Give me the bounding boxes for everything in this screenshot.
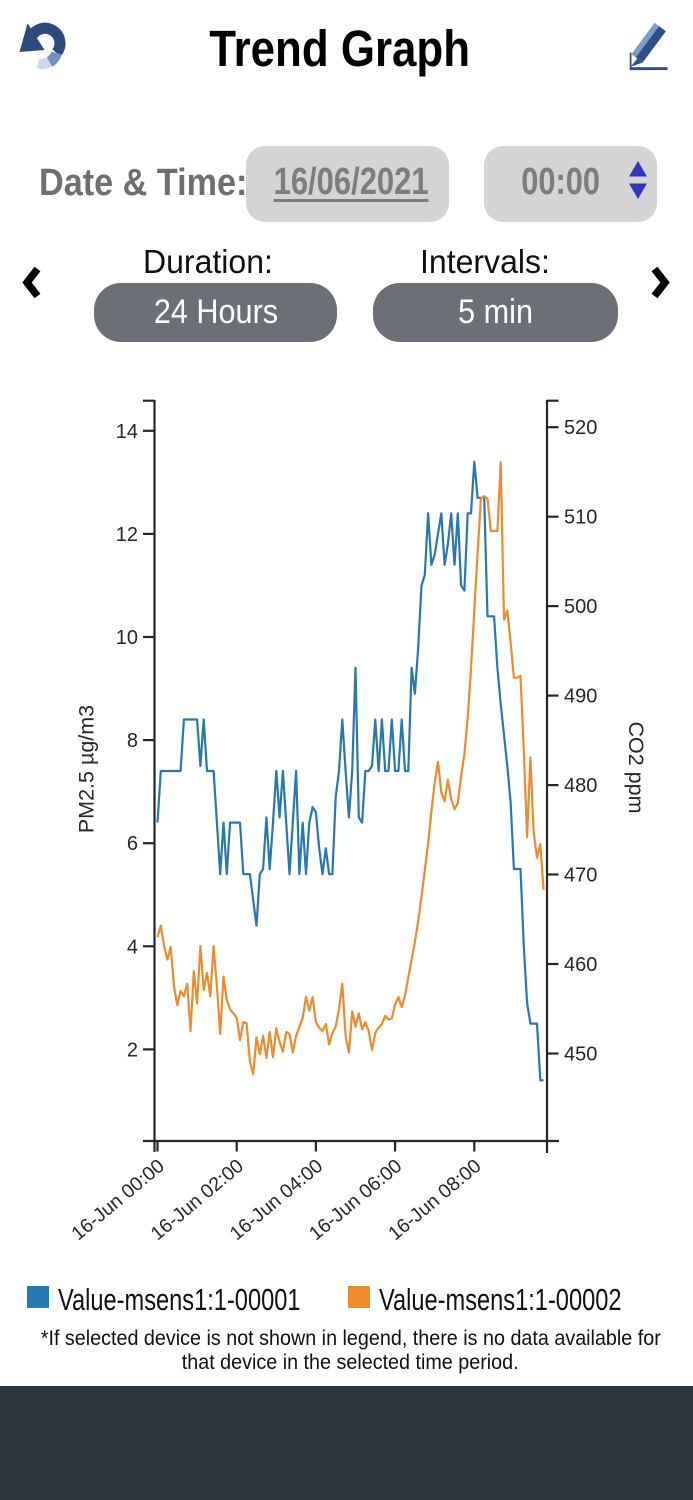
svg-text:480: 480 [564,775,597,797]
svg-text:6: 6 [127,833,138,855]
svg-text:14: 14 [116,421,138,443]
svg-text:2: 2 [127,1039,138,1061]
svg-text:510: 510 [564,507,597,529]
svg-text:PM2.5 µg/m3: PM2.5 µg/m3 [75,705,99,833]
svg-text:CO2 ppm: CO2 ppm [624,721,648,813]
svg-text:4: 4 [127,936,138,958]
svg-text:460: 460 [564,954,597,976]
svg-text:8: 8 [127,730,138,752]
svg-text:10: 10 [116,627,138,649]
svg-text:470: 470 [564,865,597,887]
svg-text:490: 490 [564,686,597,708]
svg-text:450: 450 [564,1044,597,1066]
svg-text:520: 520 [564,417,597,439]
svg-text:500: 500 [564,596,597,618]
svg-text:12: 12 [116,524,138,546]
